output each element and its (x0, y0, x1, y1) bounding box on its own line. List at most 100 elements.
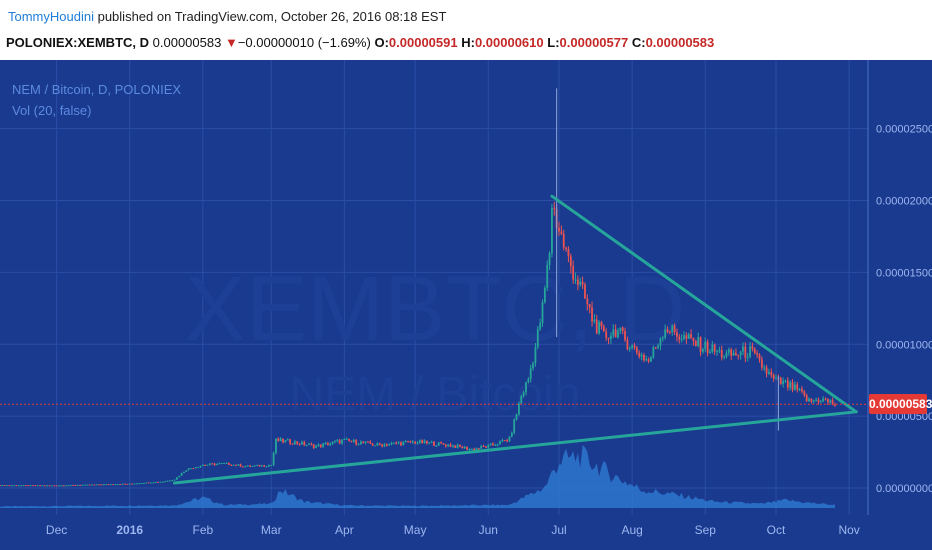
candle-body (824, 398, 827, 400)
candle-body (480, 446, 483, 449)
candle-body (194, 467, 197, 469)
candle-body (336, 440, 339, 442)
trendline-lower[interactable] (173, 410, 858, 485)
candle-body (692, 337, 695, 342)
y-tick-label: 0.00000000 (876, 483, 932, 495)
candle-body (588, 304, 591, 308)
candle-body (79, 484, 82, 486)
chart-pane[interactable]: XEMBTC, D NEM / Bitcoin 0.00002500 0.0000… (0, 60, 932, 550)
candle-body (414, 441, 417, 444)
candle-body (359, 441, 362, 445)
price-axis[interactable]: 0.00002500 0.00002000 0.00001500 0.00001000… (876, 124, 932, 495)
candle-body (468, 448, 471, 450)
candle-body (645, 359, 648, 361)
candle-body (86, 484, 89, 486)
candle-body (520, 396, 523, 404)
candle-body (126, 483, 129, 485)
candle-body (168, 480, 171, 482)
candle-body (426, 440, 428, 444)
candle-body (192, 468, 195, 470)
candle-body (763, 367, 766, 369)
trendline-upper[interactable] (550, 194, 858, 414)
price-chart[interactable]: XEMBTC, D NEM / Bitcoin 0.000025000.0000… (0, 60, 932, 515)
candle-body (6, 485, 8, 487)
candle-body (154, 481, 157, 483)
candle-body (798, 388, 801, 390)
candle-body (362, 441, 365, 443)
candle-body (48, 485, 51, 487)
candle-body (402, 441, 405, 446)
candle-body (258, 464, 261, 467)
legend-indicator[interactable]: Vol (20, false) (12, 103, 92, 118)
candle-body (532, 363, 534, 369)
candle-body (812, 400, 815, 402)
candle-body (53, 485, 56, 487)
candle-body (324, 442, 327, 444)
candle-body (470, 448, 473, 450)
candle-body (322, 443, 325, 447)
candle-body (593, 319, 596, 322)
candle-body (805, 395, 808, 402)
candle-body (244, 466, 247, 468)
candle-body (619, 327, 622, 331)
high-label: H: (461, 35, 475, 50)
down-arrow-icon: ▼ (224, 35, 238, 50)
candle-body (704, 341, 707, 350)
candle-body (737, 355, 740, 357)
candle-body (713, 344, 716, 352)
open-value: 0.00000591 (388, 35, 458, 50)
candle-body (291, 443, 294, 445)
candle-body (41, 485, 44, 487)
candle-body (190, 468, 192, 470)
candle-body (484, 446, 487, 448)
candle-body (546, 264, 549, 288)
candle-body (157, 481, 159, 483)
date-axis[interactable]: Dec 2016 Feb Mar Apr May Jun Jul Aug Sep Oct Nov (0, 515, 932, 550)
candle-body (121, 483, 124, 485)
candle-body (560, 231, 563, 234)
author-link[interactable]: TommyHoudini (8, 9, 94, 24)
candle-body (303, 441, 306, 446)
candle-body (600, 321, 603, 327)
candle-body (390, 442, 393, 445)
candle-body (758, 354, 761, 360)
candle-body (473, 448, 475, 451)
candle-body (553, 207, 556, 210)
candle-body (602, 326, 605, 332)
candle-body (209, 463, 211, 465)
candle-body (768, 371, 770, 374)
candle-body (640, 354, 643, 357)
chart-legend: NEM / Bitcoin, D, POLONIEX Vol (20, fals… (12, 79, 181, 121)
y-tick-label: 0.00001000 (876, 339, 932, 351)
candle-body (218, 463, 221, 465)
candle-body (367, 441, 369, 443)
candle-body (176, 477, 178, 480)
candle-body (742, 346, 744, 352)
x-tick-label: Jun (478, 523, 498, 537)
legend-title[interactable]: NEM / Bitcoin, D, POLONIEX (12, 82, 182, 97)
candle-body (10, 485, 13, 487)
candle-body (388, 444, 391, 446)
candle-body (395, 442, 398, 444)
candle-body (581, 281, 584, 285)
candle-body (230, 464, 233, 466)
candle-body (444, 444, 447, 447)
candle-body (489, 443, 492, 445)
candle-body (690, 334, 692, 338)
candle-body (586, 298, 589, 305)
candle-body (435, 445, 438, 447)
candle-body (503, 440, 506, 442)
candle-body (430, 441, 433, 443)
candle-body (643, 354, 645, 361)
candle-body (286, 439, 289, 441)
candle-body (782, 380, 784, 384)
symbol-label[interactable]: POLONIEX:XEMBTC, D (6, 35, 150, 50)
candle-body (91, 484, 93, 486)
candle-body (567, 249, 570, 257)
candle-body (341, 439, 343, 444)
candle-body (296, 441, 299, 444)
candle-body (105, 484, 108, 486)
candle-body (829, 400, 832, 403)
candle-body (60, 485, 63, 487)
close-value: 0.00000583 (645, 35, 715, 50)
